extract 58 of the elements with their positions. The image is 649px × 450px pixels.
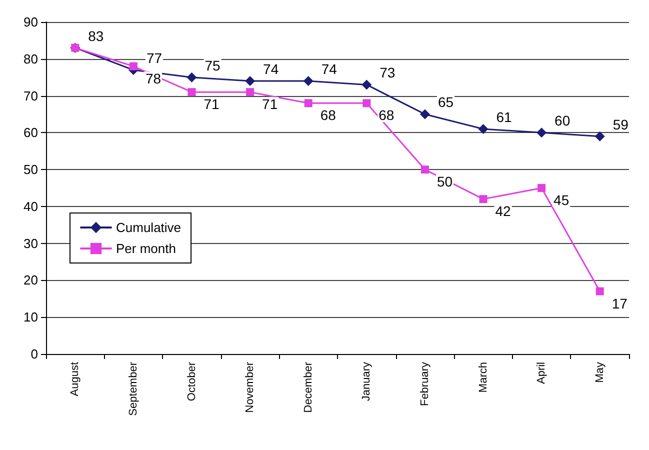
- data-label: 83: [88, 28, 104, 44]
- x-tick-label: April: [536, 362, 548, 384]
- y-tick-label: 90: [24, 14, 38, 30]
- x-tick-label: December: [302, 362, 314, 413]
- data-label: 59: [612, 116, 629, 132]
- point: [303, 76, 314, 86]
- x-tick-label: October: [186, 362, 198, 402]
- data-label: 45: [554, 192, 570, 208]
- point: [538, 184, 546, 192]
- data-label: 17: [612, 295, 628, 312]
- data-label: 68: [378, 107, 394, 124]
- point: [245, 76, 256, 86]
- data-label: 78: [145, 70, 162, 86]
- y-tick-label: 30: [24, 236, 38, 251]
- data-label: 68: [320, 107, 336, 124]
- y-tick-label: 10: [24, 310, 38, 325]
- data-label: 71: [262, 96, 278, 112]
- data-label: 74: [321, 61, 338, 78]
- y-tick-label: 20: [24, 272, 38, 288]
- y-tick-label: 60: [24, 125, 38, 140]
- point: [246, 88, 254, 96]
- data-label: 75: [204, 57, 221, 74]
- point: [420, 109, 430, 120]
- data-label: 50: [436, 174, 453, 190]
- x-tick-label: August: [69, 362, 82, 396]
- x-tick-label: January: [360, 362, 373, 402]
- data-label: 73: [380, 64, 396, 81]
- y-tick-label: 70: [24, 88, 38, 104]
- point: [188, 88, 196, 96]
- y-tick-label: 50: [24, 162, 38, 178]
- point: [594, 131, 605, 142]
- x-tick-label: May: [594, 362, 606, 383]
- point: [362, 80, 372, 90]
- data-label: 71: [204, 96, 220, 112]
- y-tick-label: 40: [24, 198, 38, 214]
- point: [536, 128, 547, 138]
- point: [479, 195, 488, 204]
- point: [420, 166, 429, 174]
- point: [304, 99, 312, 108]
- point: [129, 62, 138, 70]
- legend-label: Per month: [116, 241, 176, 256]
- x-tick-label: March: [477, 362, 490, 393]
- x-tick-label: February: [418, 362, 431, 406]
- x-tick-label: September: [127, 362, 140, 416]
- data-label: 42: [495, 203, 512, 220]
- legend-label: Cumulative: [116, 220, 182, 235]
- x-tick-label: November: [244, 362, 256, 413]
- data-label: 65: [438, 94, 454, 110]
- data-label: 77: [146, 50, 162, 66]
- point: [186, 72, 197, 82]
- y-tick-label: 0: [30, 346, 38, 362]
- point: [478, 124, 488, 134]
- y-tick-label: 80: [24, 51, 38, 66]
- data-label: 61: [496, 108, 512, 125]
- point: [362, 99, 371, 108]
- point: [596, 287, 604, 296]
- data-label: 74: [263, 61, 279, 78]
- data-label: 60: [554, 112, 570, 129]
